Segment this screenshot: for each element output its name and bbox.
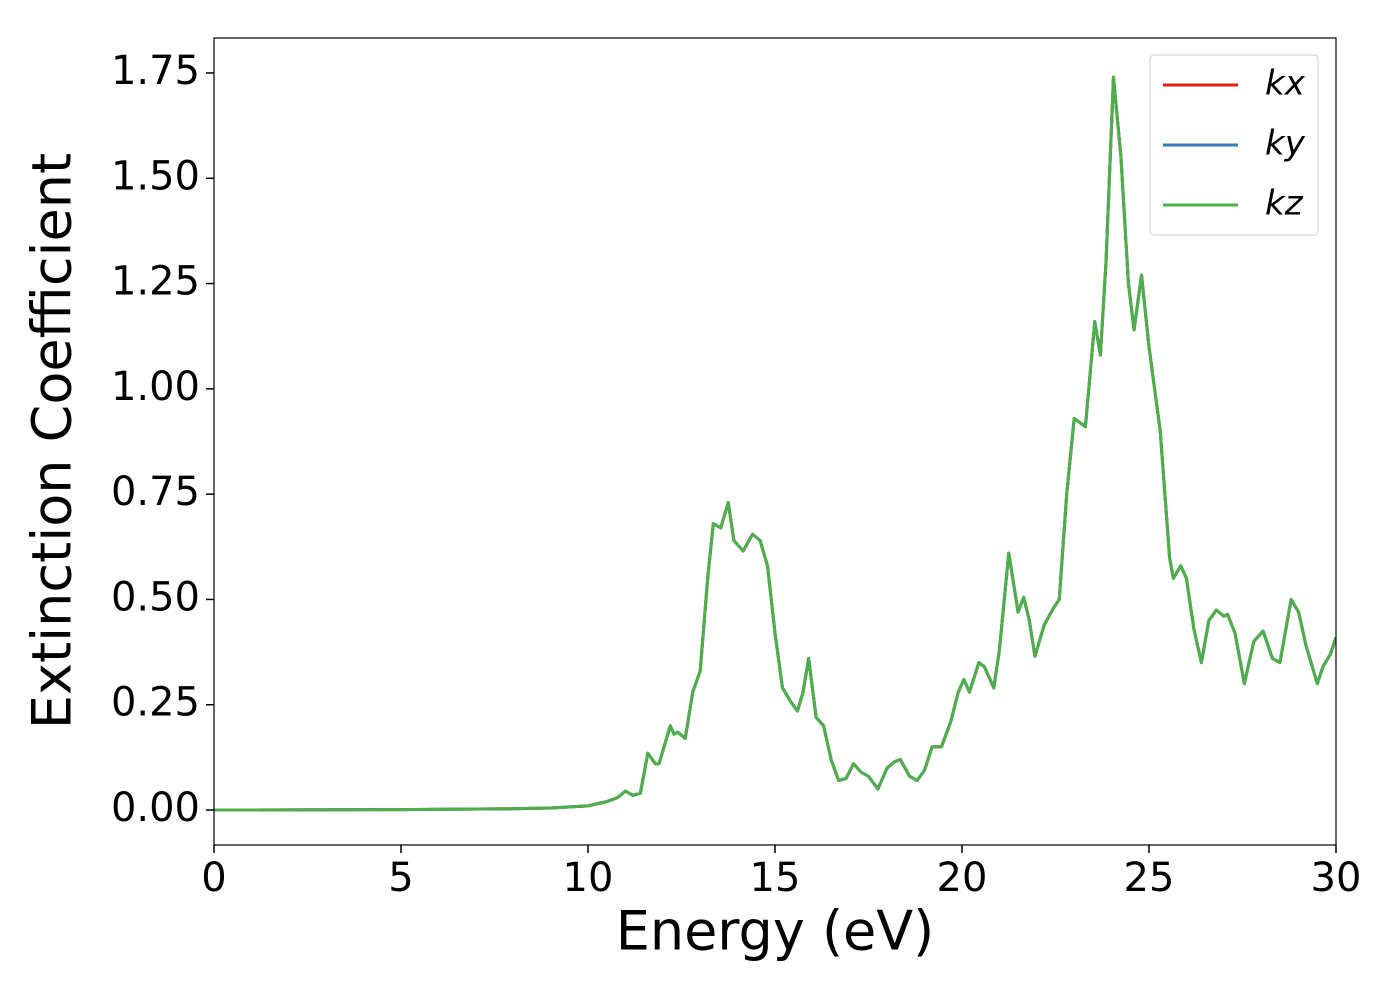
y-tick-label: 0.50 xyxy=(111,574,200,620)
legend-label: ky xyxy=(1265,124,1306,164)
x-tick-label: 15 xyxy=(750,855,801,901)
x-tick-label: 5 xyxy=(388,855,413,901)
y-axis-label: Extinction Coefficient xyxy=(21,153,84,729)
x-tick-label: 0 xyxy=(201,855,226,901)
y-tick-label: 0.75 xyxy=(111,469,200,515)
y-tick-label: 0.00 xyxy=(111,785,200,831)
x-tick-label: 10 xyxy=(563,855,614,901)
plot-area xyxy=(214,75,1336,812)
y-tick-label: 1.25 xyxy=(111,259,200,305)
y-tick-label: 1.00 xyxy=(111,364,200,410)
line-series xyxy=(214,75,1336,812)
x-tick-label: 20 xyxy=(937,855,988,901)
plot-frame xyxy=(213,37,1337,846)
y-tick-label: 1.75 xyxy=(111,48,200,94)
y-tick-label: 1.50 xyxy=(111,153,200,199)
y-tick-label: 0.25 xyxy=(111,680,200,726)
x-tick-label: 25 xyxy=(1124,855,1175,901)
legend-label: kx xyxy=(1265,64,1306,104)
legend-label: kz xyxy=(1265,184,1304,224)
x-tick-label: 30 xyxy=(1311,855,1362,901)
x-axis-label: Energy (eV) xyxy=(616,900,935,963)
